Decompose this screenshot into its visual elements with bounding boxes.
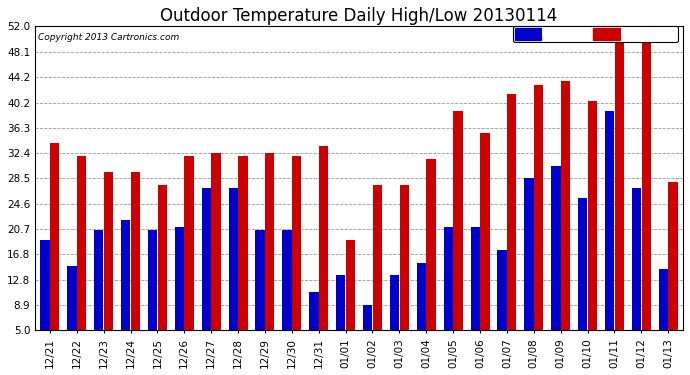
Bar <box>497 250 506 363</box>
Bar <box>211 153 221 363</box>
Bar <box>148 230 157 363</box>
Bar <box>265 153 275 363</box>
Bar <box>94 230 104 363</box>
Bar <box>444 227 453 363</box>
Bar <box>157 185 167 363</box>
Bar <box>642 27 651 363</box>
Bar <box>615 27 624 363</box>
Bar <box>130 172 140 363</box>
Bar <box>363 304 373 363</box>
Bar <box>551 165 560 363</box>
Bar <box>561 81 570 363</box>
Bar <box>336 276 346 363</box>
Bar <box>228 188 238 363</box>
Title: Outdoor Temperature Daily High/Low 20130114: Outdoor Temperature Daily High/Low 20130… <box>161 7 558 25</box>
Bar <box>309 292 319 363</box>
Bar <box>669 182 678 363</box>
Bar <box>282 230 292 363</box>
Bar <box>50 143 59 363</box>
Bar <box>319 146 328 363</box>
Bar <box>184 156 194 363</box>
Text: Copyright 2013 Cartronics.com: Copyright 2013 Cartronics.com <box>39 33 179 42</box>
Bar <box>238 156 248 363</box>
Bar <box>175 227 184 363</box>
Legend: Low  (°F), High  (°F): Low (°F), High (°F) <box>513 26 678 42</box>
Bar <box>373 185 382 363</box>
Bar <box>201 188 211 363</box>
Bar <box>588 101 597 363</box>
Bar <box>534 85 543 363</box>
Bar <box>507 94 517 363</box>
Bar <box>417 262 426 363</box>
Bar <box>471 227 480 363</box>
Bar <box>632 188 641 363</box>
Bar <box>67 266 77 363</box>
Bar <box>453 111 463 363</box>
Bar <box>40 240 50 363</box>
Bar <box>346 240 355 363</box>
Bar <box>524 178 533 363</box>
Bar <box>77 156 86 363</box>
Bar <box>605 111 614 363</box>
Bar <box>104 172 113 363</box>
Bar <box>659 269 668 363</box>
Bar <box>292 156 302 363</box>
Bar <box>390 276 400 363</box>
Bar <box>255 230 265 363</box>
Bar <box>578 198 587 363</box>
Bar <box>480 133 490 363</box>
Bar <box>426 159 436 363</box>
Bar <box>121 220 130 363</box>
Bar <box>400 185 409 363</box>
